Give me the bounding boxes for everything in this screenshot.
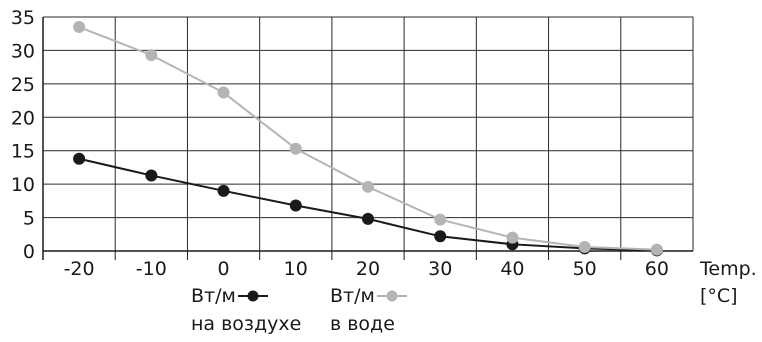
data-point-1: [73, 21, 86, 34]
legend-item-air: Вт/м на воздухе: [191, 285, 301, 335]
data-point-0: [289, 199, 302, 212]
data-point-1: [434, 213, 447, 226]
data-point-1: [506, 231, 519, 244]
chart-series: [73, 21, 663, 257]
data-point-0: [217, 184, 230, 197]
x-tick-label: -10: [136, 258, 167, 280]
x-tick-label: 60: [645, 258, 669, 280]
data-point-0: [362, 212, 374, 225]
x-tick-label: 10: [284, 258, 308, 280]
series-line-0: [78, 157, 657, 252]
legend-label-water: в воде: [330, 313, 395, 335]
y-axis-ticks: 0 5 10 15 20 25 30 35: [11, 7, 35, 263]
y-tick-label: 5: [23, 208, 35, 230]
y-tick-label: 30: [11, 40, 35, 62]
x-tick-label: 20: [356, 258, 380, 280]
data-point-1: [217, 86, 230, 99]
x-axis-label-line-2: [°C]: [700, 285, 738, 307]
x-axis-ticks: -20 -10 0 10 20 30 40 50 60: [64, 258, 669, 280]
x-tick-label: 0: [218, 258, 230, 280]
legend-marker-air: [247, 290, 259, 302]
x-tick-label: -20: [64, 258, 95, 280]
data-point-0: [434, 230, 447, 243]
data-point-1: [145, 49, 158, 62]
y-tick-label: 35: [11, 7, 35, 29]
data-point-0: [145, 169, 158, 182]
chart-legend: Вт/м на воздухе Вт/м в воде: [191, 285, 407, 335]
data-point-1: [289, 142, 302, 155]
data-point-0: [73, 152, 86, 165]
y-tick-label: 0: [23, 241, 35, 263]
y-tick-label: 10: [11, 174, 35, 196]
legend-marker-water: [386, 290, 398, 302]
legend-item-water: Вт/м в воде: [330, 285, 407, 335]
x-tick-label: 30: [428, 258, 452, 280]
legend-label-water-unit: Вт/м: [330, 285, 375, 307]
data-point-1: [362, 180, 374, 193]
y-tick-label: 20: [11, 107, 35, 129]
x-axis-label-line-1: Temp.: [699, 258, 757, 280]
data-point-1: [578, 240, 591, 253]
y-tick-label: 25: [11, 74, 35, 96]
legend-label-air: на воздухе: [191, 313, 301, 335]
x-tick-label: 40: [500, 258, 524, 280]
x-tick-label: 50: [573, 258, 597, 280]
legend-label-air-unit: Вт/м: [191, 285, 236, 307]
y-tick-label: 15: [11, 141, 35, 163]
data-point-1: [650, 243, 663, 256]
